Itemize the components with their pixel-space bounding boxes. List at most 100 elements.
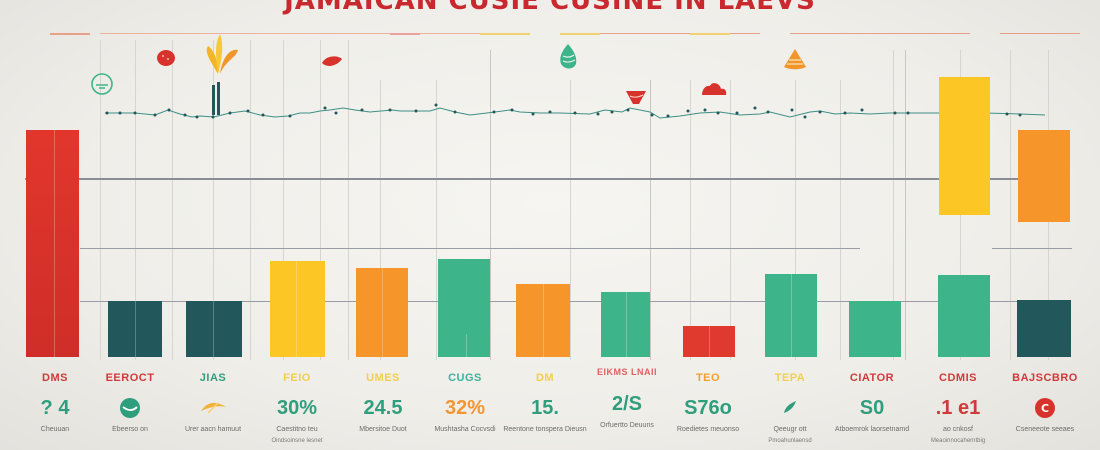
svg-text:C: C xyxy=(1041,402,1049,415)
stat-value: ? 4 xyxy=(40,397,70,419)
chart-title: JAMAICAN CUSIE CUSINE IN LAEVS xyxy=(284,0,816,16)
category-name: TEO xyxy=(695,372,721,384)
c-circle-icon: C xyxy=(1000,397,1090,419)
bar-feio[interactable] xyxy=(270,261,325,357)
stat-description: Mushtasha Cocvsdi xyxy=(434,426,496,433)
bar-ciator[interactable] xyxy=(849,301,901,357)
bar-cugs[interactable] xyxy=(438,259,490,357)
reference-line-upper xyxy=(25,178,1070,180)
top-rule xyxy=(790,33,970,34)
bar-eeroct[interactable] xyxy=(108,301,162,357)
bar-tepa[interactable] xyxy=(765,274,817,357)
gridline xyxy=(348,40,349,360)
chili-icon xyxy=(168,397,258,419)
label-column-teo: TEO S76o Roedietes meuonso xyxy=(663,372,753,434)
stat-value: S0 xyxy=(859,397,885,419)
gridline xyxy=(213,40,214,360)
category-name: BAJSCBRO xyxy=(1012,372,1078,384)
stat-footnote: Oindsoinsne lesnet xyxy=(271,438,323,444)
bar-eikms[interactable] xyxy=(601,292,650,357)
spice-plant-icon xyxy=(200,30,240,116)
category-name: DMS xyxy=(42,372,68,384)
category-name: JIAS xyxy=(199,372,227,384)
category-name: CUGS xyxy=(448,372,482,384)
top-rule xyxy=(480,33,530,35)
gridline xyxy=(840,80,841,360)
top-rule xyxy=(600,33,760,34)
top-rule xyxy=(50,33,90,35)
bar-dm[interactable] xyxy=(516,284,570,357)
top-rule xyxy=(100,33,530,34)
reference-line-middle xyxy=(80,248,860,249)
gridline xyxy=(905,50,906,360)
label-column-dms: DMS ? 4 Cheuuan xyxy=(10,372,100,434)
label-column-tepa: TEPA Qeeugr ott Pmoahunlaensd xyxy=(745,372,835,444)
stat-description: Cseneeote seeaes xyxy=(1015,426,1075,433)
gridline xyxy=(690,80,691,360)
bowl-icon xyxy=(625,90,647,106)
gridline xyxy=(795,80,796,360)
stat-description: Ebeerso on xyxy=(112,426,148,433)
plate-icon xyxy=(90,72,114,96)
stat-footnote: Meaoinnocaherntbig xyxy=(930,438,986,444)
gridline xyxy=(380,80,381,360)
bar-umes[interactable] xyxy=(356,268,408,357)
stat-value: 15. xyxy=(531,397,559,419)
gridline xyxy=(172,40,173,360)
stat-value: .1 e1 xyxy=(935,397,981,419)
stat-value: S76o xyxy=(684,397,732,419)
bar-dms[interactable] xyxy=(26,130,79,357)
gridline xyxy=(893,50,894,360)
reference-line-middle-right xyxy=(992,248,1072,249)
stat-value: 32% xyxy=(444,397,486,419)
pepper-icon xyxy=(320,55,344,69)
top-rule xyxy=(1000,33,1080,34)
category-name: CDMIS xyxy=(939,372,977,384)
label-column-cugs: CUGS 32% Mushtasha Cocvsdi xyxy=(420,372,510,434)
category-name: CIATOR xyxy=(849,372,895,384)
gridline xyxy=(650,80,651,360)
stat-description: Caestitno teu xyxy=(276,426,318,433)
reference-line-lower xyxy=(80,301,1070,302)
cone-icon xyxy=(782,47,808,71)
gridline xyxy=(283,40,284,360)
tomato-icon xyxy=(155,47,177,67)
stat-description: Urer aacn hamuut xyxy=(184,426,242,433)
stat-footnote: Pmoahunlaensd xyxy=(768,438,812,444)
top-rule xyxy=(560,33,600,35)
stat-value: 30% xyxy=(276,397,318,419)
category-name: EEROCT xyxy=(105,372,155,384)
label-column-feio: FEIO 30% Caestitno teu Oindsoinsne lesne… xyxy=(252,372,342,444)
stat-description: Cheuuan xyxy=(40,426,70,433)
gridline xyxy=(490,50,491,360)
bar-jias[interactable] xyxy=(186,301,242,357)
bar-cdmis-upper[interactable] xyxy=(939,77,990,215)
category-name: TEPA xyxy=(774,372,806,384)
top-rule xyxy=(390,33,420,35)
bar-teo[interactable] xyxy=(683,326,735,357)
gridline xyxy=(1010,50,1011,360)
stat-description: Atboemrok laorsetnamd xyxy=(834,426,910,433)
stat-description: Reentone tonspera Dieusn xyxy=(503,426,587,433)
bar-bajscbro[interactable] xyxy=(1017,300,1071,357)
label-column-eikms: EIKMS LNAII 2/S Orfuertto Deuuns xyxy=(582,368,672,430)
bar-bajscbro-upper[interactable] xyxy=(1018,130,1070,222)
stat-description: Mbersitoe Duot xyxy=(359,426,407,433)
gridline xyxy=(135,40,136,360)
gridline xyxy=(436,80,437,360)
top-rule xyxy=(690,33,730,35)
leaf-circle-icon xyxy=(85,397,175,419)
bar-cdmis[interactable] xyxy=(938,275,990,357)
label-column-jias: JIAS Urer aacn hamuut xyxy=(168,372,258,434)
category-name: EIKMS LNAII xyxy=(596,367,657,377)
gridline xyxy=(320,40,321,360)
avocado-icon xyxy=(557,42,579,70)
gridline xyxy=(100,40,101,360)
label-column-bajscbro: BAJSCBRO C Cseneeote seeaes xyxy=(1000,372,1090,434)
stat-description: Orfuertto Deuuns xyxy=(600,422,654,429)
category-name: FEIO xyxy=(283,372,311,384)
label-column-ciator: CIATOR S0 Atboemrok laorsetnamd xyxy=(827,372,917,434)
stat-description: Qeeugr ott xyxy=(773,426,807,433)
stat-description: Roedietes meuonso xyxy=(676,426,740,433)
